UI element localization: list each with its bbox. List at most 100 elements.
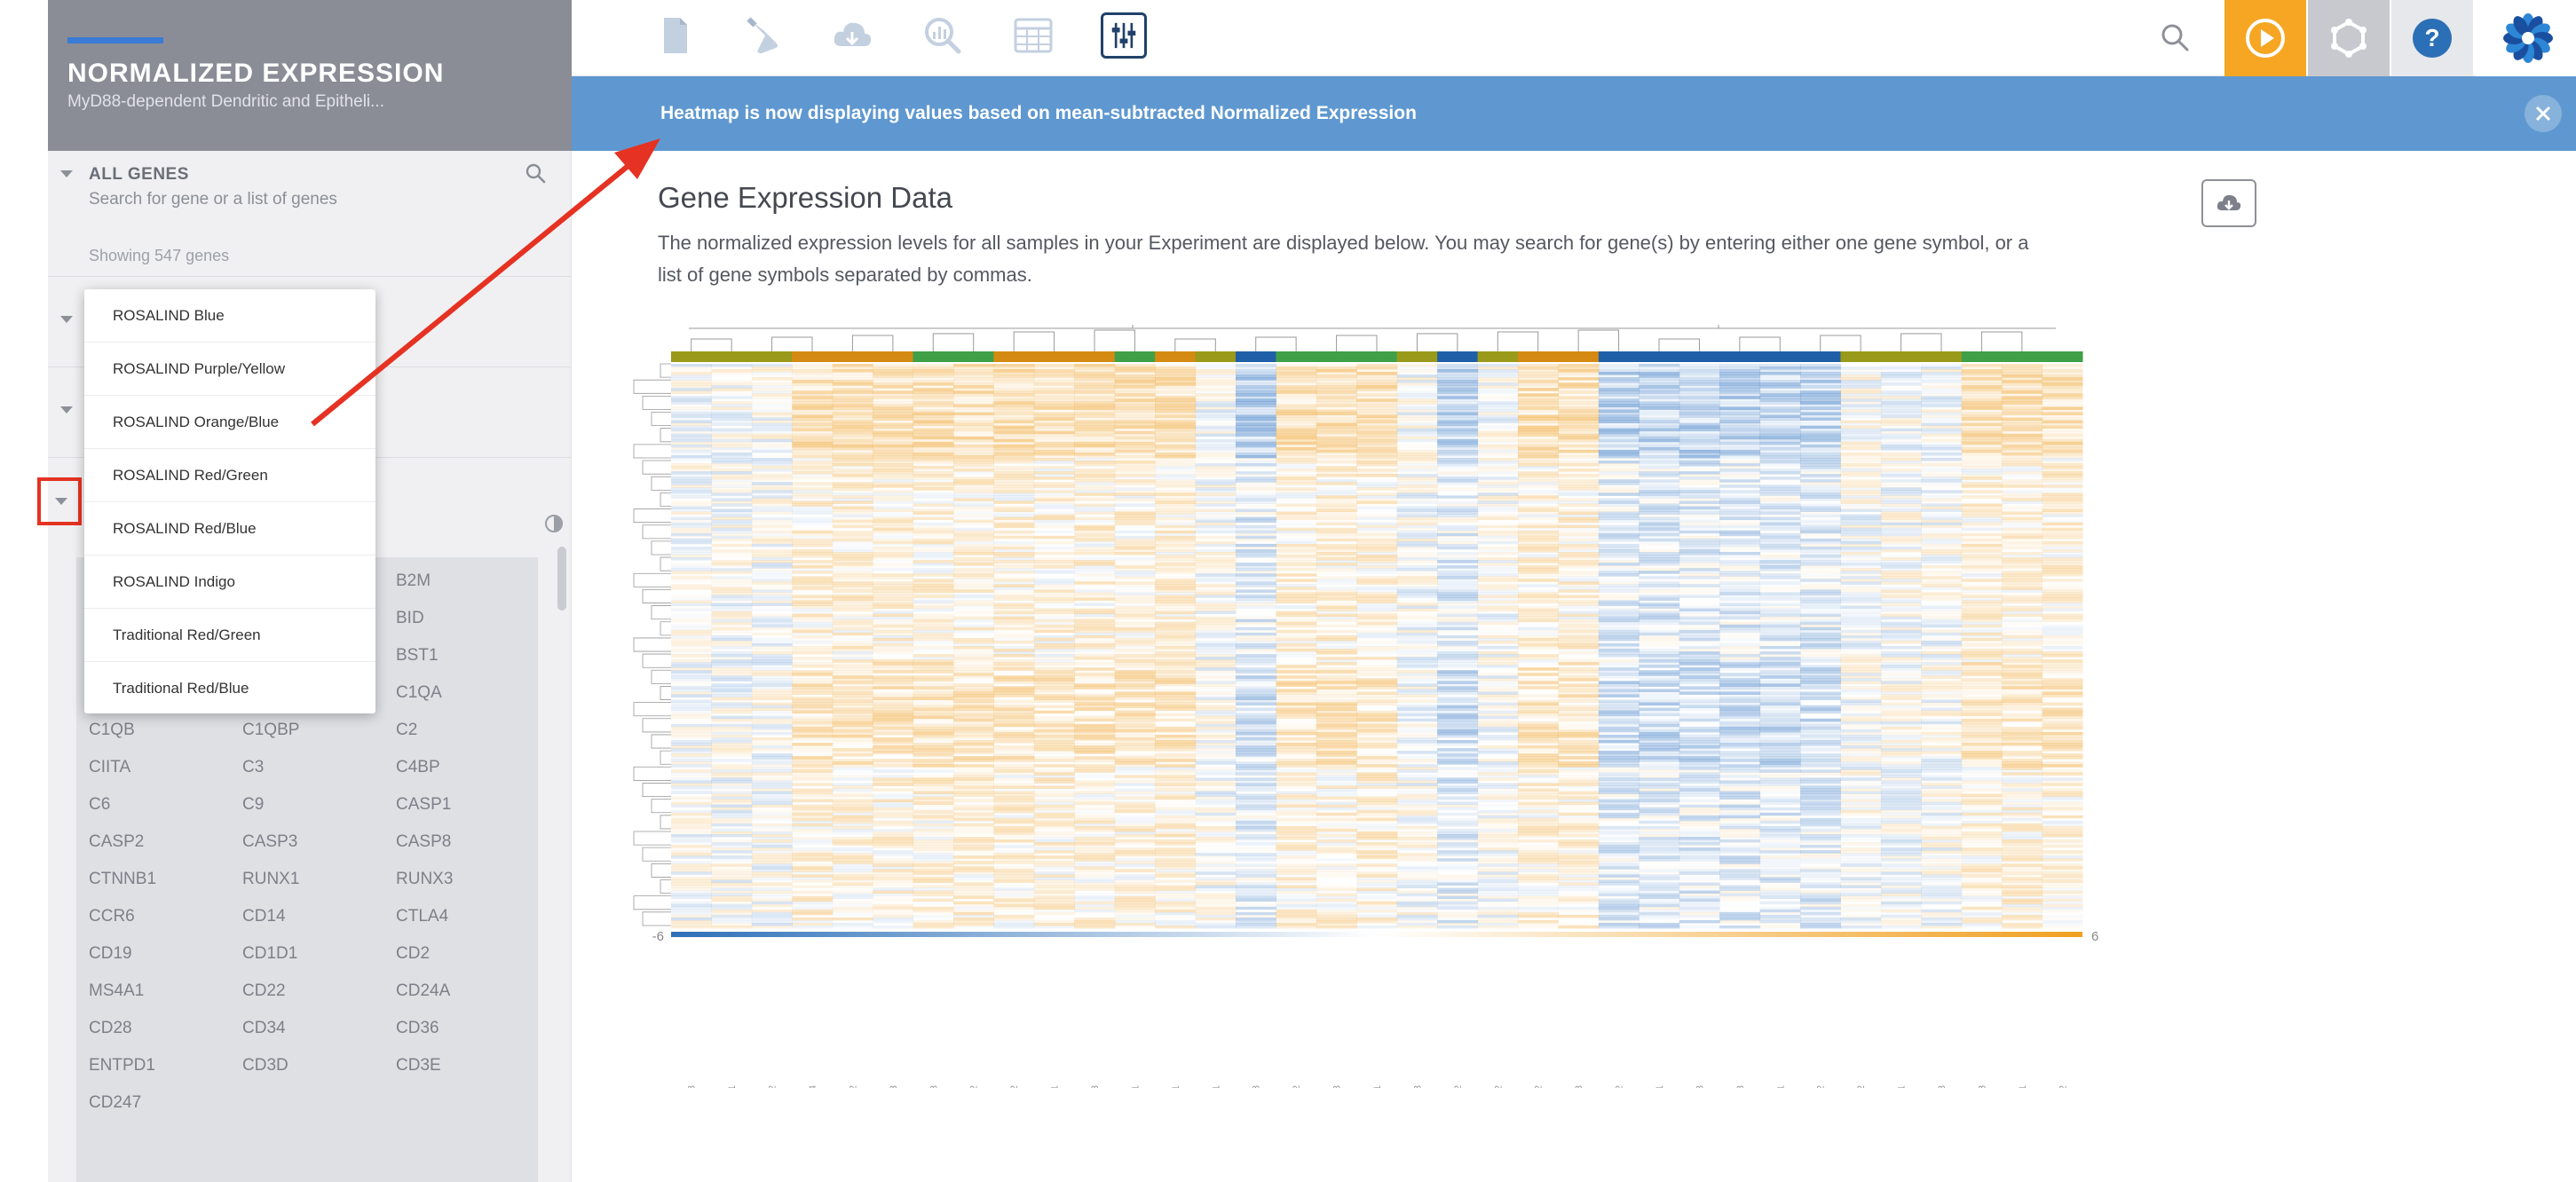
- gene-item[interactable]: CASP2: [89, 832, 145, 851]
- expand-caret-icon[interactable]: [60, 316, 73, 323]
- gene-item[interactable]: CD24A: [396, 981, 451, 1000]
- gene-item[interactable]: C2: [396, 721, 418, 739]
- gene-item[interactable]: CD19: [89, 944, 132, 963]
- heatmap-cell: [1356, 520, 1397, 523]
- heatmap-chart[interactable]: -66SPC_MyD88 fx_2h_rep3SPC_MyD88 fx_2h_r…: [600, 325, 2109, 1088]
- color-scheme-option[interactable]: Traditional Red/Green: [84, 609, 375, 662]
- color-scheme-option[interactable]: ROSALIND Blue: [84, 289, 375, 343]
- gene-item[interactable]: CD28: [89, 1019, 132, 1037]
- cloud-download-icon[interactable]: [829, 12, 875, 59]
- heatmap-cell: [751, 458, 793, 461]
- heatmap-cell: [1356, 831, 1398, 835]
- heatmap-cell: [873, 882, 914, 886]
- gene-item[interactable]: BID: [396, 609, 424, 627]
- heatmap-cell: [792, 581, 834, 585]
- table-icon[interactable]: [1010, 12, 1056, 59]
- color-scheme-option[interactable]: ROSALIND Indigo: [84, 556, 375, 609]
- gene-item[interactable]: ENTPD1: [89, 1056, 155, 1075]
- heatmap-cell: [1558, 560, 1600, 563]
- heatmap-cell: [1518, 625, 1559, 627]
- color-scheme-caret-icon[interactable]: [55, 498, 67, 505]
- gene-item[interactable]: C1QA: [396, 683, 442, 702]
- search-icon[interactable]: [2159, 21, 2191, 53]
- heatmap-cell: [1558, 568, 1599, 571]
- gene-item[interactable]: CD2: [396, 944, 431, 963]
- heatmap-cell: [1114, 626, 1156, 631]
- contrast-icon[interactable]: [545, 515, 563, 532]
- heatmap-cell: [1195, 449, 1237, 453]
- heatmap-cell: [1276, 414, 1317, 418]
- heatmap-cell: [1236, 444, 1276, 448]
- heatmap-cell: [1276, 665, 1317, 668]
- color-scheme-option[interactable]: ROSALIND Orange/Blue: [84, 396, 375, 449]
- gene-list-scrollbar[interactable]: [557, 547, 566, 611]
- gene-item[interactable]: CD1D1: [242, 944, 298, 963]
- gene-item[interactable]: C1QBP: [242, 721, 300, 739]
- heatmap-cell: [1155, 761, 1197, 765]
- run-button[interactable]: [2224, 0, 2306, 76]
- heatmap-cell: [751, 595, 793, 598]
- gene-item[interactable]: RUNX1: [242, 870, 300, 888]
- gene-item[interactable]: CASP3: [242, 832, 298, 851]
- heatmap-cell: [1074, 783, 1116, 786]
- heatmap-cell: [1033, 796, 1075, 800]
- gene-item[interactable]: C9: [242, 795, 265, 814]
- heatmap-cell: [1396, 404, 1438, 407]
- heatmap-cell: [1598, 374, 1640, 378]
- gene-item[interactable]: MS4A1: [89, 981, 145, 1000]
- document-icon[interactable]: [652, 12, 698, 59]
- network-settings-button[interactable]: [2308, 0, 2390, 76]
- heatmap-cell: [832, 681, 873, 684]
- flask-icon[interactable]: [739, 12, 785, 59]
- help-button[interactable]: ?: [2391, 0, 2473, 76]
- download-button[interactable]: [2201, 179, 2256, 227]
- gene-item[interactable]: C3: [242, 758, 265, 776]
- banner-close-button[interactable]: [2525, 95, 2562, 132]
- sample-group-swatch: [1437, 351, 1479, 362]
- heatmap-cell: [873, 477, 914, 480]
- gene-item[interactable]: CD22: [242, 981, 286, 1000]
- heatmap-cell: [1316, 807, 1357, 811]
- gene-item[interactable]: CTNNB1: [89, 870, 157, 888]
- gene-item[interactable]: CD14: [242, 907, 286, 926]
- gene-item[interactable]: CD3D: [242, 1056, 288, 1075]
- heatmap-cell: [1155, 589, 1197, 593]
- heatmap-cell: [1437, 761, 1479, 765]
- gene-item[interactable]: CD36: [396, 1019, 439, 1037]
- heatmap-cell: [913, 820, 954, 824]
- heatmap-cell: [873, 503, 913, 506]
- gene-item[interactable]: C4BP: [396, 758, 440, 776]
- gene-item[interactable]: CASP8: [396, 832, 452, 851]
- gene-item[interactable]: C6: [89, 795, 111, 814]
- gene-item[interactable]: CD3E: [396, 1056, 441, 1075]
- sliders-icon[interactable]: [1101, 12, 1147, 59]
- gene-item[interactable]: CCR6: [89, 907, 135, 926]
- heatmap-cell: [1518, 850, 1559, 854]
- gene-search-input[interactable]: Search for gene or a list of genes: [89, 190, 337, 209]
- gene-item[interactable]: BST1: [396, 646, 439, 665]
- search-icon[interactable]: [524, 162, 547, 185]
- color-scheme-option[interactable]: ROSALIND Red/Blue: [84, 502, 375, 556]
- heatmap-cell: [1437, 508, 1479, 512]
- gene-item[interactable]: C1QB: [89, 721, 135, 739]
- search-chart-icon[interactable]: [920, 12, 966, 59]
- gene-item[interactable]: RUNX3: [396, 870, 454, 888]
- gene-item[interactable]: B2M: [396, 571, 431, 590]
- color-scheme-option[interactable]: ROSALIND Red/Green: [84, 449, 375, 502]
- gene-item[interactable]: CTLA4: [396, 907, 449, 926]
- expand-caret-icon[interactable]: [60, 406, 73, 414]
- heatmap-cell: [751, 893, 793, 897]
- collapse-caret-icon[interactable]: [60, 170, 73, 177]
- heatmap-cell: [1316, 603, 1357, 606]
- color-scheme-option[interactable]: Traditional Red/Blue: [113, 680, 249, 697]
- gene-item[interactable]: CD247: [89, 1093, 142, 1112]
- heatmap-cell: [752, 700, 793, 703]
- sample-group-swatch: [832, 351, 873, 362]
- gene-item[interactable]: CD34: [242, 1019, 286, 1037]
- color-scheme-option[interactable]: ROSALIND Purple/Yellow: [84, 343, 375, 396]
- gene-item[interactable]: CIITA: [89, 758, 131, 776]
- brand-logo[interactable]: [2475, 0, 2576, 76]
- heatmap-cell: [953, 877, 994, 880]
- gene-item[interactable]: CASP1: [396, 795, 452, 814]
- heatmap-cell: [1558, 514, 1600, 518]
